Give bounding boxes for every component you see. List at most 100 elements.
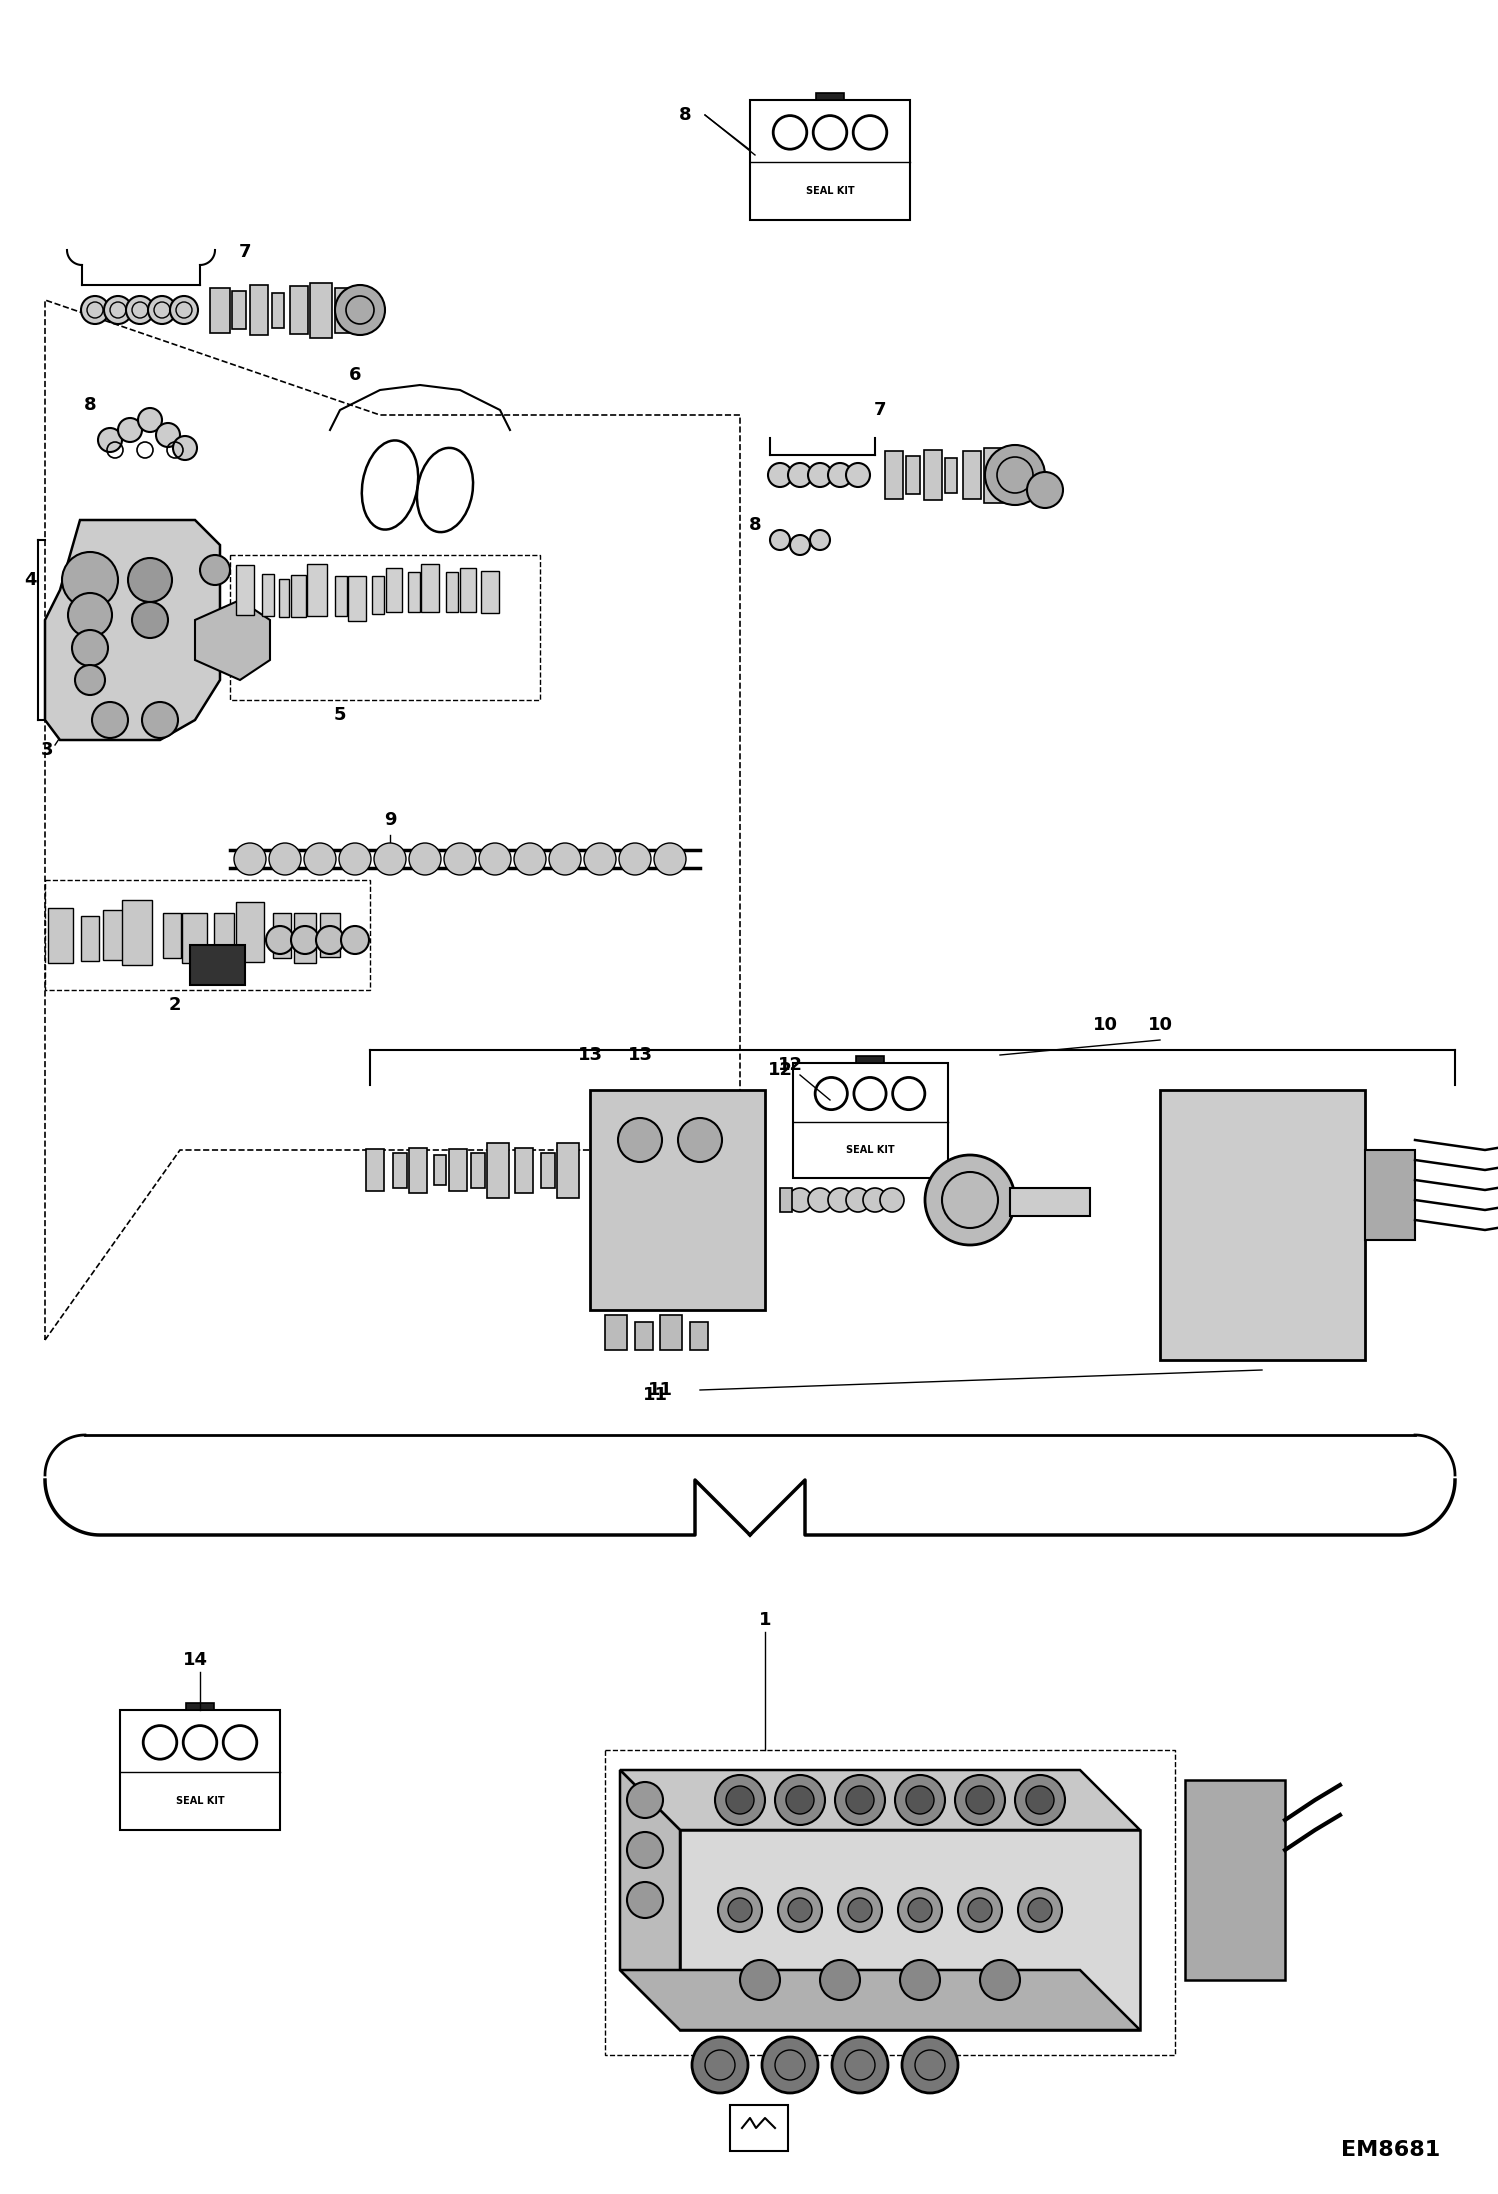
Text: 8: 8 — [679, 105, 691, 125]
Circle shape — [810, 531, 830, 551]
Bar — [392, 1154, 407, 1187]
Circle shape — [628, 1782, 664, 1819]
Circle shape — [628, 1882, 664, 1918]
Circle shape — [81, 296, 109, 325]
Circle shape — [75, 665, 105, 695]
Circle shape — [61, 553, 118, 608]
Circle shape — [846, 463, 870, 487]
Circle shape — [1019, 1889, 1062, 1933]
Text: SEAL KIT: SEAL KIT — [846, 1145, 894, 1154]
Bar — [885, 452, 903, 498]
Circle shape — [777, 1889, 822, 1933]
Bar — [232, 292, 246, 329]
Circle shape — [201, 555, 231, 586]
Circle shape — [715, 1775, 765, 1825]
Text: 6: 6 — [349, 366, 361, 384]
Circle shape — [138, 408, 162, 432]
Circle shape — [234, 842, 267, 875]
Bar — [605, 1751, 1174, 2056]
Bar — [906, 456, 920, 494]
Bar — [421, 564, 439, 612]
Circle shape — [374, 842, 406, 875]
Bar — [214, 913, 234, 957]
Circle shape — [728, 1898, 752, 1922]
Circle shape — [655, 842, 686, 875]
Bar — [210, 287, 231, 333]
Circle shape — [67, 592, 112, 636]
Circle shape — [336, 285, 385, 336]
Circle shape — [619, 842, 652, 875]
Circle shape — [1028, 1898, 1052, 1922]
Circle shape — [142, 702, 178, 737]
Polygon shape — [45, 520, 220, 739]
Bar — [386, 568, 401, 612]
Bar — [348, 577, 366, 621]
Bar — [190, 946, 246, 985]
Text: 1: 1 — [759, 1610, 771, 1628]
Circle shape — [908, 1898, 932, 1922]
Bar — [291, 285, 309, 333]
Circle shape — [788, 1187, 812, 1211]
Bar — [372, 577, 383, 614]
Polygon shape — [680, 1830, 1140, 2029]
Circle shape — [900, 1959, 941, 2001]
Circle shape — [1026, 1786, 1055, 1814]
Circle shape — [291, 926, 319, 954]
Circle shape — [834, 1775, 885, 1825]
Circle shape — [956, 1775, 1005, 1825]
Circle shape — [479, 842, 511, 875]
Bar — [487, 1143, 509, 1198]
Bar — [963, 452, 981, 498]
Bar — [120, 1709, 280, 1830]
Circle shape — [924, 1154, 1016, 1244]
Polygon shape — [620, 1771, 680, 2029]
Circle shape — [267, 926, 294, 954]
Bar — [81, 917, 99, 961]
Circle shape — [72, 630, 108, 667]
Bar — [262, 575, 274, 617]
Text: 11: 11 — [643, 1387, 668, 1404]
Circle shape — [727, 1786, 753, 1814]
Text: 10: 10 — [1147, 1016, 1173, 1033]
Bar — [273, 294, 285, 327]
Bar — [434, 1154, 446, 1185]
Bar — [279, 579, 289, 617]
Circle shape — [966, 1786, 995, 1814]
Circle shape — [846, 1786, 873, 1814]
Circle shape — [786, 1786, 813, 1814]
Circle shape — [619, 1119, 662, 1163]
Text: 5: 5 — [334, 706, 346, 724]
Bar — [481, 570, 499, 612]
Circle shape — [172, 437, 198, 461]
Text: 12: 12 — [777, 1055, 803, 1075]
Circle shape — [409, 842, 440, 875]
Polygon shape — [620, 1970, 1140, 2029]
Circle shape — [91, 702, 127, 737]
Circle shape — [127, 557, 172, 601]
Circle shape — [846, 1187, 870, 1211]
Bar — [661, 1314, 682, 1349]
Circle shape — [968, 1898, 992, 1922]
Circle shape — [879, 1187, 903, 1211]
Bar — [45, 880, 370, 989]
Bar — [409, 1147, 427, 1194]
Bar — [449, 1150, 467, 1191]
Bar — [750, 101, 909, 219]
Bar — [945, 459, 957, 494]
Bar — [237, 566, 255, 614]
Bar — [294, 913, 316, 963]
Bar — [792, 1062, 948, 1178]
Bar — [730, 2104, 788, 2150]
Bar — [780, 1187, 792, 1211]
Circle shape — [768, 463, 792, 487]
Text: 12: 12 — [767, 1062, 792, 1079]
Circle shape — [103, 296, 132, 325]
Bar — [103, 911, 123, 961]
Circle shape — [126, 296, 154, 325]
Bar — [924, 450, 942, 500]
Circle shape — [863, 1187, 887, 1211]
Bar — [366, 1150, 383, 1191]
Bar — [515, 1147, 533, 1194]
Bar — [237, 902, 264, 961]
Bar — [541, 1154, 554, 1187]
